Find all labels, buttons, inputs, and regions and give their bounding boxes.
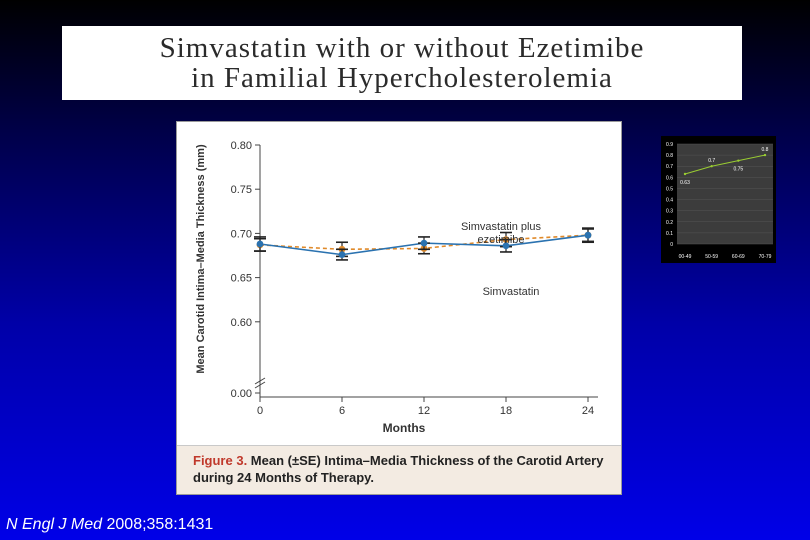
inset-data-point <box>737 159 740 162</box>
inset-y-tick-label: 0.3 <box>666 209 673 215</box>
inset-data-label: 0.75 <box>733 167 743 173</box>
inset-data-point <box>763 153 767 157</box>
inset-x-tick-label: 70-79 <box>759 254 772 260</box>
inset-y-tick-label: 0.9 <box>666 142 673 148</box>
y-axis-label: Mean Carotid Intima–Media Thickness (mm) <box>195 144 207 374</box>
slide-title-line-1: Simvastatin with or without Ezetimibe <box>159 32 645 64</box>
slide-title-line-2: in Familial Hypercholesterolemia <box>191 62 613 94</box>
slide-title: Simvastatin with or without Ezetimibe in… <box>62 26 742 100</box>
inset-y-tick-label: 0.2 <box>666 220 673 226</box>
citation: N Engl J Med 2008;358:1431 <box>6 516 213 534</box>
caption-text: Mean (±SE) Intima–Media Thickness of the… <box>193 453 604 485</box>
y-tick-label: 0.65 <box>231 273 252 285</box>
inset-y-tick-label: 0.1 <box>666 231 673 237</box>
inset-series-line <box>684 154 766 175</box>
data-point-simvastatin <box>584 231 592 239</box>
y-tick-label: 0.80 <box>231 140 252 152</box>
inset-y-tick-label: 0.8 <box>666 153 673 159</box>
inset-data-point <box>710 165 713 168</box>
inset-data-label: 0.7 <box>708 158 715 164</box>
series-label-combo-line-1: Simvastatin plus <box>461 221 542 233</box>
citation-details: 2008;358:1431 <box>102 516 214 533</box>
inset-y-tick-label: 0.5 <box>666 186 673 192</box>
y-tick-label: 0.00 <box>231 388 252 400</box>
inset-chart: 0 0.1 0.2 0.3 0.4 0.5 0.6 0.7 0.8 0.9 00-49 50-59 60… <box>661 136 776 263</box>
main-figure: Mean Carotid Intima–Media Thickness (mm)… <box>176 121 622 495</box>
inset-chart-svg: 0 0.1 0.2 0.3 0.4 0.5 0.6 0.7 0.8 0.9 00-49 50-59 60… <box>666 142 773 260</box>
data-point-simvastatin <box>338 251 346 259</box>
figure-caption: Figure 3. Mean (±SE) Intima–Media Thickn… <box>177 445 621 494</box>
inset-x-tick-label: 60-69 <box>732 254 745 260</box>
inset-y-tick-label: 0.4 <box>666 198 673 204</box>
data-point-simvastatin <box>420 239 428 247</box>
x-tick-label: 24 <box>582 405 594 417</box>
x-tick-label: 12 <box>418 405 430 417</box>
x-tick-label: 6 <box>339 405 345 417</box>
axis-break-mark <box>254 381 266 389</box>
inset-data-label: 0.8 <box>762 147 769 153</box>
inset-data-label: 0.63 <box>680 180 690 186</box>
inset-y-tick-label: 0.6 <box>666 175 673 181</box>
axis-break-mark <box>254 377 266 385</box>
inset-x-tick-label: 00-49 <box>679 254 692 260</box>
data-point-simvastatin <box>502 242 510 250</box>
y-tick-label: 0.75 <box>231 184 252 196</box>
main-chart: Mean Carotid Intima–Media Thickness (mm)… <box>195 140 598 435</box>
caption-figure-label: Figure 3. <box>193 453 248 468</box>
y-tick-label: 0.60 <box>231 317 252 329</box>
y-tick-label: 0.70 <box>231 228 252 240</box>
inset-y-tick-label: 0 <box>670 242 673 248</box>
inset-data-point <box>683 172 687 176</box>
series-label-combo-line-2: ezetimibe <box>477 234 524 246</box>
inset-x-tick-label: 50-59 <box>705 254 718 260</box>
x-tick-label: 18 <box>500 405 512 417</box>
inset-plot-area <box>677 144 773 244</box>
x-axis-label: Months <box>383 421 426 435</box>
citation-journal: N Engl J Med <box>6 516 103 533</box>
inset-y-tick-label: 0.7 <box>666 164 673 170</box>
x-tick-label: 0 <box>257 405 263 417</box>
series-label-simvastatin: Simvastatin <box>483 286 540 298</box>
data-point-simvastatin <box>256 240 264 248</box>
